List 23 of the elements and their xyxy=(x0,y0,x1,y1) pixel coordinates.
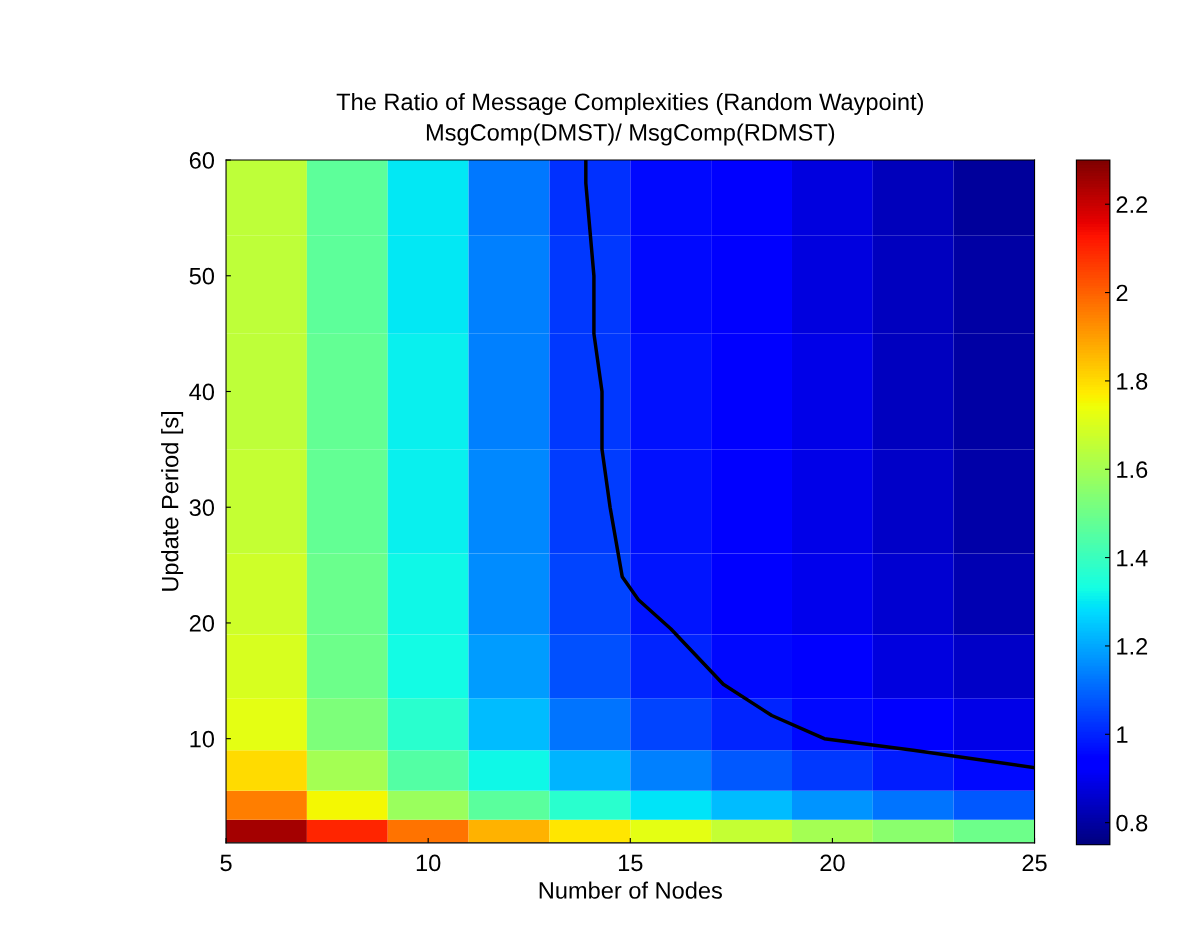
x-axis-title: Number of Nodes xyxy=(539,881,722,899)
color-bar-label: 1.2 xyxy=(1117,638,1148,655)
color-bar-label: 1.4 xyxy=(1117,549,1148,567)
x-tick-label: 10 xyxy=(416,854,441,872)
y-tick-label: 10 xyxy=(190,730,215,748)
chart-subtitle: MsgComp(DMST)/ MsgComp(RDMST) xyxy=(426,123,835,146)
y-axis-title: Update Period [s] xyxy=(161,411,184,591)
color-bar-label: 1.6 xyxy=(1117,461,1148,479)
color-bar-label: 2 xyxy=(1116,284,1128,302)
y-tick-label: 20 xyxy=(189,615,215,632)
x-tick-label: 5 xyxy=(220,854,232,872)
x-tick-label: 20 xyxy=(820,854,845,872)
color-bar-label: 0.8 xyxy=(1116,814,1148,832)
y-tick-label: 40 xyxy=(189,383,215,401)
y-tick-label: 60 xyxy=(189,152,215,169)
x-tick-label: 15 xyxy=(618,854,643,872)
x-tick-label: 25 xyxy=(1022,854,1047,872)
color-bar-label: 1.8 xyxy=(1117,372,1148,390)
y-tick-label: 30 xyxy=(189,499,215,517)
chart-title: The Ratio of Message Complexities (Random Waypoint) xyxy=(336,92,923,115)
y-tick-label: 50 xyxy=(189,267,215,285)
color-bar-label: 2.2 xyxy=(1116,196,1148,213)
color-bar-label: 1 xyxy=(1117,726,1128,743)
